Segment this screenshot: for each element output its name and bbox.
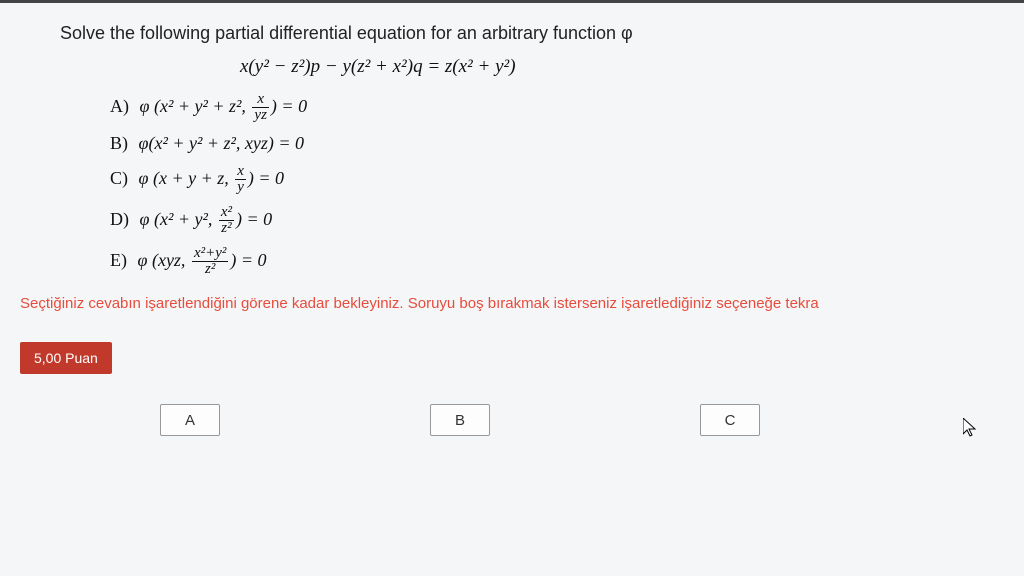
- option-d: D) φ (x² + y², x²z²) = 0: [110, 205, 964, 236]
- cursor-icon: [963, 418, 979, 443]
- option-a-label: A): [110, 96, 129, 116]
- option-b: B) φ(x² + y² + z², xyz) = 0: [110, 133, 964, 154]
- instruction-text: Seçtiğiniz cevabın işaretlendiğini gören…: [20, 295, 964, 312]
- option-c-pre: φ (x + y + z,: [139, 168, 234, 188]
- answer-button-c[interactable]: C: [700, 404, 760, 436]
- answer-button-a[interactable]: A: [160, 404, 220, 436]
- option-c: C) φ (x + y + z, xy) = 0: [110, 164, 964, 195]
- option-a: A) φ (x² + y² + z², xyz) = 0: [110, 92, 964, 123]
- option-c-label: C): [110, 168, 128, 188]
- question-prompt: Solve the following partial differential…: [60, 23, 964, 44]
- option-a-pre: φ (x² + y² + z²,: [140, 96, 251, 116]
- answer-button-b[interactable]: B: [430, 404, 490, 436]
- points-badge: 5,00 Puan: [20, 342, 112, 374]
- option-e: E) φ (xyz, x²+y²z²) = 0: [110, 246, 964, 277]
- quiz-container: Solve the following partial differential…: [0, 0, 1024, 576]
- option-e-pre: φ (xyz,: [138, 250, 190, 270]
- option-e-label: E): [110, 250, 127, 270]
- answer-button-row: A B C: [160, 404, 964, 436]
- option-e-frac: x²+y²z²: [192, 246, 228, 277]
- option-c-post: ) = 0: [248, 168, 284, 188]
- option-d-frac: x²z²: [219, 205, 234, 236]
- main-equation: x(y² − z²)p − y(z² + x²)q = z(x² + y²): [240, 56, 964, 78]
- option-d-label: D): [110, 209, 129, 229]
- option-b-label: B): [110, 133, 128, 153]
- option-c-frac: xy: [235, 164, 246, 195]
- option-a-frac: xyz: [252, 92, 269, 123]
- option-e-post: ) = 0: [230, 250, 266, 270]
- option-d-post: ) = 0: [236, 209, 272, 229]
- option-d-pre: φ (x² + y²,: [140, 209, 217, 229]
- option-b-text: φ(x² + y² + z², xyz) = 0: [139, 133, 305, 153]
- option-a-post: ) = 0: [271, 96, 307, 116]
